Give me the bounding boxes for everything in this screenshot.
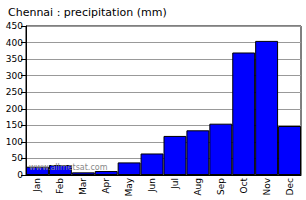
svg-text:Jan: Jan — [32, 178, 42, 193]
svg-text:Sep: Sep — [216, 178, 226, 195]
svg-text:Nov: Nov — [262, 177, 272, 195]
svg-text:50: 50 — [12, 153, 24, 163]
svg-text:400: 400 — [6, 38, 23, 48]
svg-text:Jul: Jul — [170, 178, 180, 190]
svg-text:May: May — [124, 177, 134, 196]
svg-text:0: 0 — [17, 170, 23, 180]
svg-text:150: 150 — [6, 120, 23, 130]
svg-text:Jun: Jun — [147, 178, 157, 193]
svg-text:Oct: Oct — [239, 178, 249, 194]
svg-text:450: 450 — [6, 21, 23, 31]
svg-text:200: 200 — [6, 104, 23, 114]
svg-text:Chennai : precipitation (mm): Chennai : precipitation (mm) — [8, 6, 167, 19]
svg-text:350: 350 — [6, 54, 23, 64]
svg-text:Mar: Mar — [78, 178, 88, 195]
svg-text:Dec: Dec — [285, 178, 295, 195]
svg-text:300: 300 — [6, 71, 23, 81]
svg-text:Feb: Feb — [55, 178, 65, 194]
svg-text:Aug: Aug — [193, 178, 203, 196]
svg-text:www.allmetsat.com: www.allmetsat.com — [29, 163, 108, 172]
svg-text:250: 250 — [6, 87, 23, 97]
svg-text:Apr: Apr — [101, 178, 111, 194]
svg-text:100: 100 — [6, 137, 23, 147]
